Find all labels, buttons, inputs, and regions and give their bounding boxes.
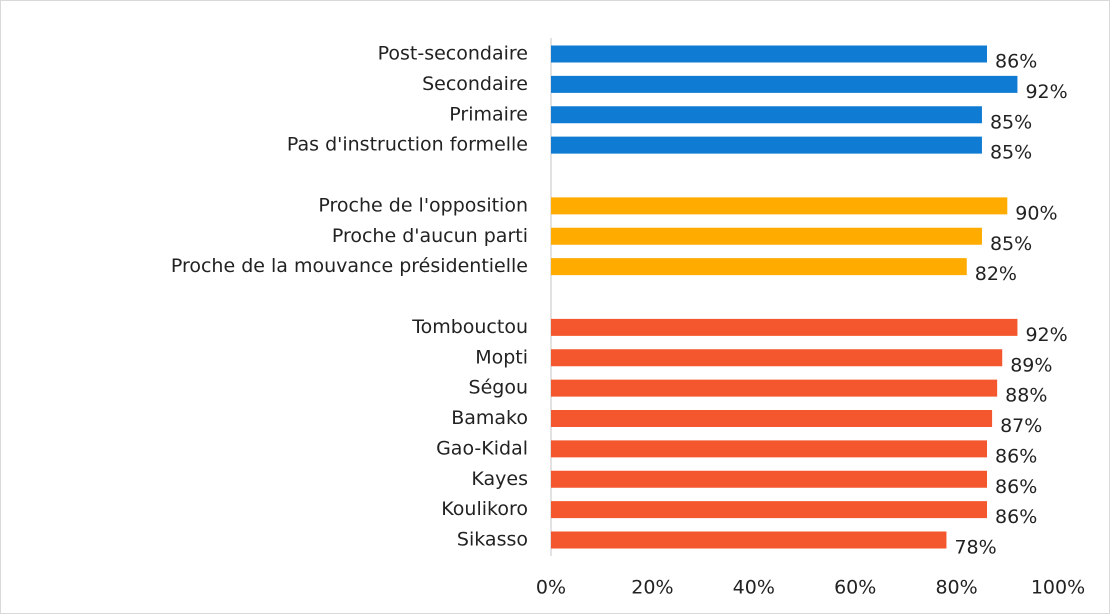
data-label: 78% — [954, 537, 996, 559]
data-label: 86% — [995, 51, 1037, 73]
y-tick-label: Pas d'instruction formelle — [287, 134, 528, 156]
bar — [551, 470, 988, 488]
bar — [551, 440, 988, 458]
x-tick-label: 100% — [1031, 577, 1085, 599]
y-tick-label: Post-secondaire — [378, 43, 528, 65]
data-label: 87% — [1000, 415, 1042, 437]
data-label: 88% — [1005, 385, 1047, 407]
bar — [551, 45, 988, 63]
data-label: 89% — [1010, 354, 1052, 376]
x-tick-label: 20% — [631, 577, 673, 599]
bar — [551, 531, 947, 549]
y-tick-label: Primaire — [449, 103, 528, 125]
data-label: 85% — [990, 142, 1032, 164]
bar — [551, 349, 1003, 367]
bar — [551, 379, 998, 397]
y-tick-label: Mopti — [475, 346, 528, 368]
bar — [551, 258, 967, 276]
y-tick-label: Gao-Kidal — [436, 437, 528, 459]
bar — [551, 136, 982, 154]
data-label: 85% — [990, 111, 1032, 133]
x-tick-label: 60% — [834, 577, 876, 599]
y-tick-label: Kayes — [471, 468, 528, 490]
y-tick-label: Sikasso — [457, 529, 528, 551]
x-tick-label: 80% — [935, 577, 977, 599]
data-label: 82% — [975, 263, 1017, 285]
y-tick-label: Proche de l'opposition — [318, 194, 528, 216]
data-label: 86% — [995, 506, 1037, 528]
y-tick-label: Secondaire — [422, 73, 528, 95]
x-tick-label: 40% — [733, 577, 775, 599]
bar — [551, 75, 1018, 93]
y-tick-label: Koulikoro — [441, 498, 528, 520]
bar — [551, 318, 1018, 336]
data-label: 86% — [995, 445, 1037, 467]
y-tick-label: Ségou — [469, 377, 528, 399]
bar — [551, 197, 1008, 215]
data-label: 86% — [995, 476, 1037, 498]
bar — [551, 410, 993, 427]
data-label: 85% — [990, 233, 1032, 255]
bar — [551, 106, 982, 124]
data-label: 92% — [1025, 324, 1067, 346]
y-tick-label: Tombouctou — [411, 316, 528, 338]
y-tick-label: Bamako — [451, 407, 528, 429]
y-tick-label: Proche de la mouvance présidentielle — [171, 255, 528, 277]
y-tick-label: Proche d'aucun parti — [332, 225, 528, 247]
data-label: 92% — [1025, 81, 1067, 103]
data-label: 90% — [1015, 202, 1057, 224]
x-tick-label: 0% — [536, 577, 566, 599]
bar — [551, 227, 982, 245]
bar — [551, 501, 988, 519]
